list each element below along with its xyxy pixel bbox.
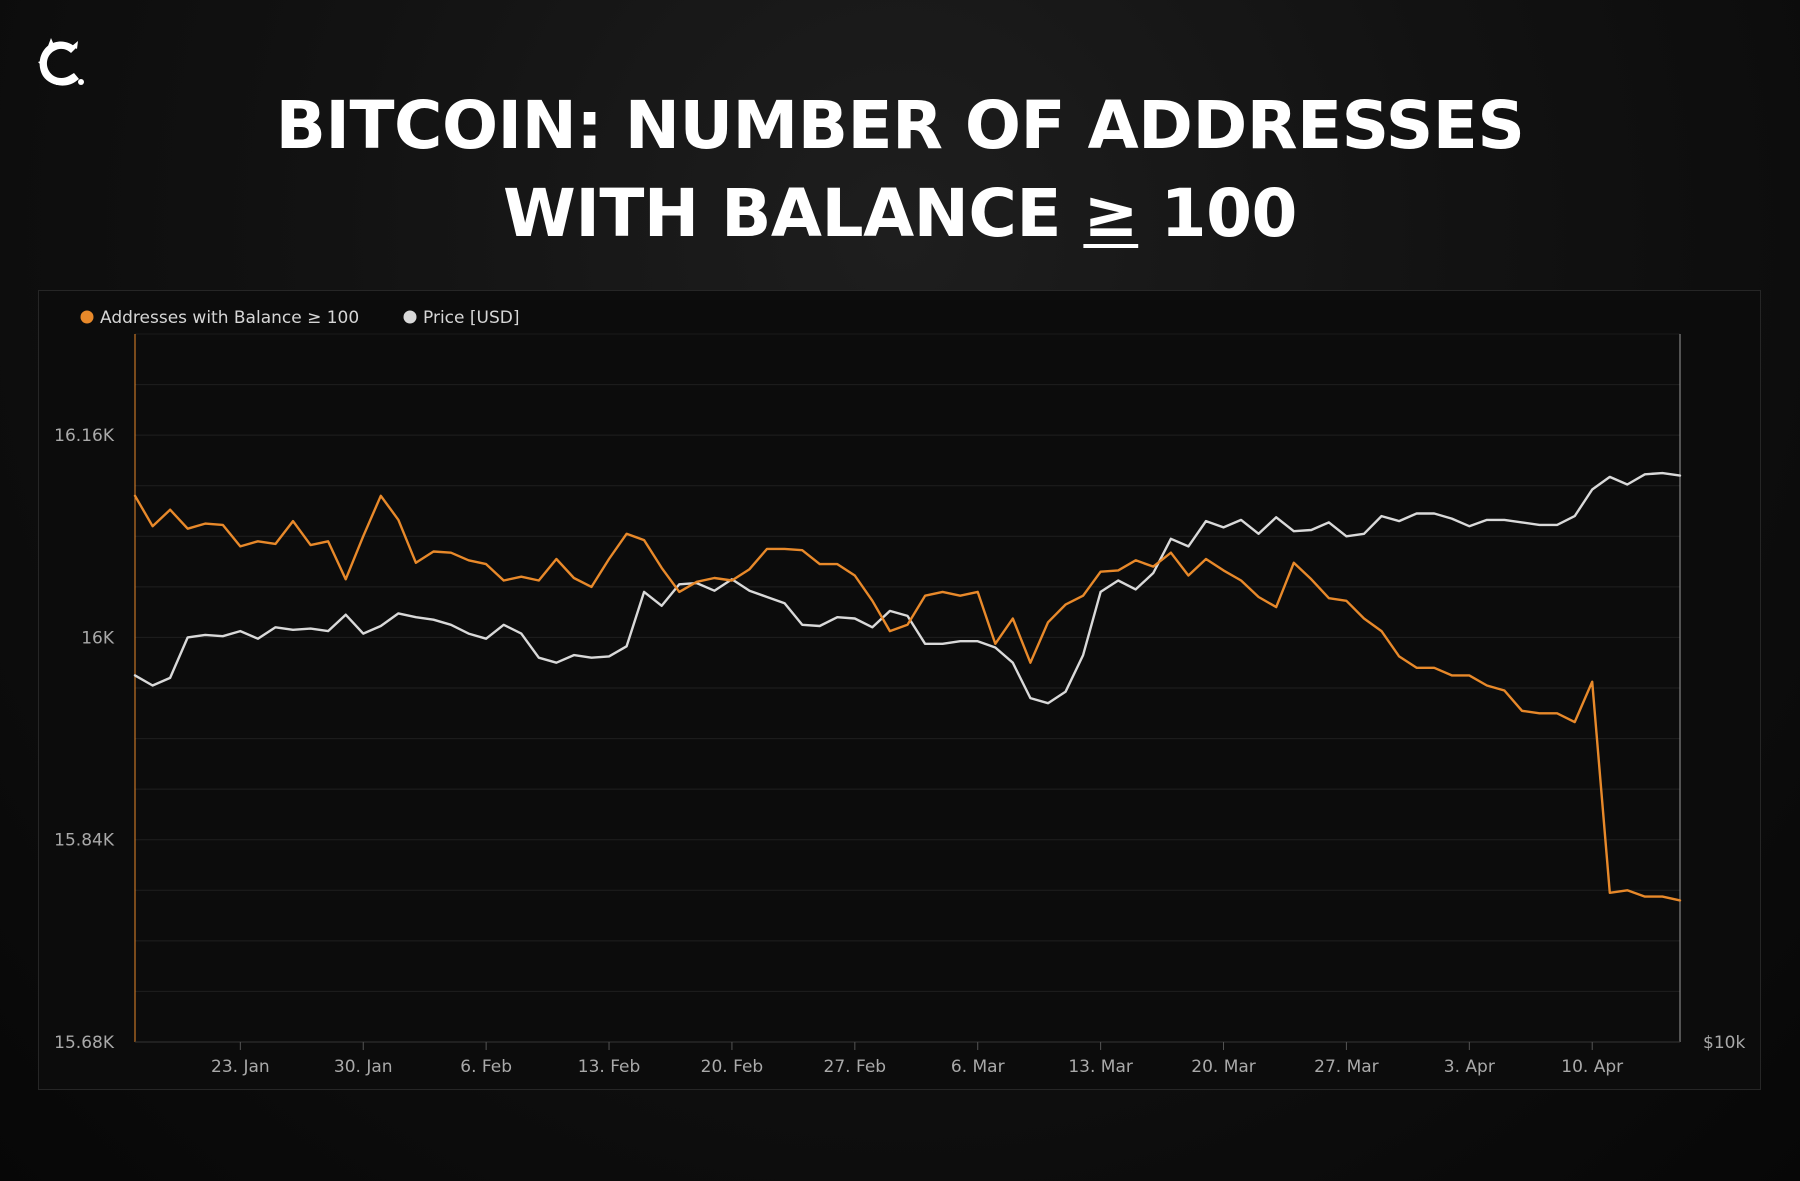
x-tick-label: 27. Mar bbox=[1314, 1057, 1379, 1077]
title-line-2-suffix: 100 bbox=[1138, 175, 1298, 252]
coinglass-c-logo-icon bbox=[38, 38, 84, 86]
y-tick-label: 16.16K bbox=[54, 426, 115, 446]
x-tick-label: 20. Mar bbox=[1191, 1057, 1256, 1077]
legend-label: Addresses with Balance ≥ 100 bbox=[100, 308, 359, 328]
x-tick-label: 13. Feb bbox=[578, 1057, 641, 1077]
x-tick-label: 13. Mar bbox=[1068, 1057, 1133, 1077]
y-tick-label: 15.68K bbox=[54, 1033, 115, 1053]
x-tick-label: 27. Feb bbox=[824, 1057, 887, 1077]
chart-frame bbox=[38, 290, 1761, 1090]
page-title: BITCOIN: NUMBER OF ADDRESSES WITH BALANC… bbox=[0, 82, 1800, 258]
x-tick-label: 20. Feb bbox=[701, 1057, 764, 1077]
title-greater-equal-symbol: ≥ bbox=[1083, 175, 1139, 252]
x-tick-label: 23. Jan bbox=[211, 1057, 270, 1077]
y-right-tick-label: $10k bbox=[1703, 1033, 1745, 1053]
x-tick-label: 10. Apr bbox=[1561, 1057, 1623, 1077]
x-tick-label: 30. Jan bbox=[334, 1057, 393, 1077]
x-tick-label: 6. Feb bbox=[460, 1057, 512, 1077]
x-tick-label: 3. Apr bbox=[1444, 1057, 1495, 1077]
series-line-price bbox=[133, 471, 1682, 705]
legend-label: Price [USD] bbox=[423, 308, 519, 328]
y-tick-label: 15.84K bbox=[54, 831, 115, 851]
title-line-1: BITCOIN: NUMBER OF ADDRESSES bbox=[275, 87, 1525, 164]
title-line-2-prefix: WITH BALANCE bbox=[503, 175, 1084, 252]
legend-marker bbox=[403, 310, 417, 324]
y-tick-label: 16K bbox=[81, 628, 115, 648]
x-tick-label: 6. Mar bbox=[951, 1057, 1005, 1077]
legend-marker bbox=[80, 310, 94, 324]
title-line-2: WITH BALANCE ≥ 100 bbox=[0, 170, 1800, 258]
series-line-addresses bbox=[133, 494, 1682, 902]
